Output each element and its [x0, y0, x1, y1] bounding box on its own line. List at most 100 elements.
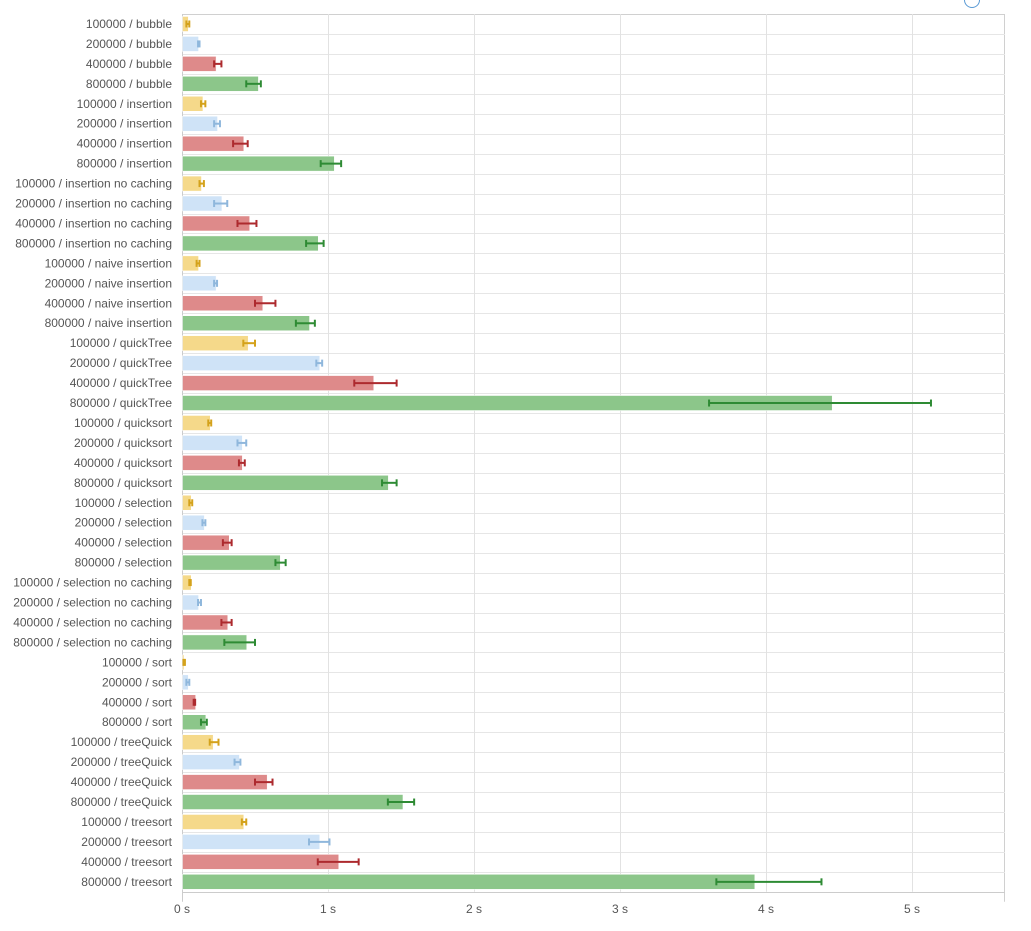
error-bar	[305, 239, 325, 247]
category-label: 400000 / selection no caching	[13, 615, 172, 629]
bar	[182, 874, 756, 890]
error-bar	[294, 319, 316, 327]
x-tick-label: 5 s	[904, 902, 920, 916]
bar	[182, 834, 320, 850]
error-bar	[274, 559, 287, 567]
category-label: 200000 / quicksort	[74, 436, 173, 450]
bar	[182, 36, 199, 52]
category-label: 800000 / quicksort	[74, 476, 173, 490]
category-label: 400000 / quicksort	[74, 456, 173, 470]
category-label: 800000 / treeQuick	[71, 795, 173, 809]
bar	[182, 335, 249, 351]
error-bar	[254, 299, 277, 307]
category-label: 800000 / sort	[102, 715, 173, 729]
error-bar	[199, 100, 207, 108]
bar	[182, 794, 404, 810]
category-label: 400000 / quickTree	[70, 376, 173, 390]
bar	[182, 554, 281, 571]
category-label: 100000 / insertion no caching	[15, 177, 172, 191]
error-bar	[236, 439, 248, 447]
category-label: 400000 / insertion no caching	[15, 216, 172, 230]
bar	[182, 275, 217, 292]
category-label: 400000 / bubble	[86, 57, 172, 71]
category-label: 100000 / treeQuick	[71, 735, 173, 749]
error-bar	[197, 40, 201, 48]
category-label: 200000 / insertion	[77, 117, 172, 131]
error-bar	[185, 20, 191, 28]
bar	[182, 96, 204, 112]
error-bar	[188, 499, 194, 507]
error-bar	[242, 339, 256, 347]
bar	[182, 155, 335, 172]
error-bar	[386, 798, 416, 806]
error-bar	[223, 638, 256, 646]
bar	[182, 235, 319, 252]
error-bar	[232, 140, 249, 148]
category-label: 800000 / insertion no caching	[15, 236, 172, 250]
error-bar	[198, 180, 205, 188]
error-bar	[221, 539, 233, 547]
category-label: 800000 / selection	[75, 556, 172, 570]
bar	[182, 375, 375, 391]
error-bar	[315, 359, 324, 367]
bar	[182, 754, 240, 770]
error-bar	[213, 200, 229, 208]
error-bar	[237, 459, 246, 467]
bar	[182, 295, 264, 312]
bar	[182, 734, 214, 750]
category-label: 200000 / quickTree	[70, 356, 173, 370]
error-bar	[316, 858, 360, 866]
error-bar	[188, 579, 192, 587]
error-bar	[213, 120, 221, 128]
category-label: 100000 / naive insertion	[45, 256, 172, 270]
error-bar	[715, 878, 823, 886]
error-bar	[201, 519, 207, 527]
category-label: 400000 / naive insertion	[45, 296, 172, 310]
error-bar	[185, 678, 191, 686]
category-label: 100000 / selection no caching	[13, 576, 172, 590]
error-bar	[245, 80, 262, 88]
bar	[182, 435, 243, 451]
error-bar	[708, 399, 932, 407]
bar	[182, 56, 217, 72]
category-label: 800000 / bubble	[86, 77, 172, 91]
category-label: 100000 / treesort	[81, 815, 172, 829]
bar	[182, 415, 211, 431]
x-tick-label: 3 s	[612, 902, 628, 916]
category-label: 100000 / selection	[75, 496, 172, 510]
x-tick-label: 0 s	[174, 902, 190, 916]
error-bar	[199, 718, 208, 726]
bar	[182, 814, 245, 830]
error-bar	[195, 259, 201, 267]
error-bar	[207, 419, 213, 427]
category-label: 800000 / treesort	[81, 875, 172, 889]
error-bar	[192, 698, 197, 706]
x-tick-label: 1 s	[320, 902, 336, 916]
error-bar	[381, 479, 398, 487]
category-label: 200000 / bubble	[86, 37, 172, 51]
category-label: 800000 / naive insertion	[45, 316, 172, 330]
category-label: 100000 / quickTree	[70, 336, 173, 350]
category-label: 200000 / sort	[102, 675, 173, 689]
category-label: 100000 / bubble	[86, 17, 172, 31]
bar	[182, 115, 218, 132]
category-label: 100000 / sort	[102, 655, 173, 669]
error-bar	[236, 219, 258, 227]
error-bar	[319, 160, 343, 168]
category-label: 200000 / selection	[75, 516, 172, 530]
category-label: 400000 / treeQuick	[71, 775, 173, 789]
bar	[182, 514, 205, 531]
bar	[182, 455, 243, 471]
category-label: 400000 / sort	[102, 695, 173, 709]
error-bar	[213, 60, 223, 68]
bar	[182, 594, 199, 611]
error-bar	[254, 778, 274, 786]
bar	[182, 854, 339, 870]
error-bar	[182, 658, 186, 666]
error-bar	[233, 758, 242, 766]
category-label: 100000 / insertion	[77, 97, 172, 111]
category-label: 200000 / naive insertion	[45, 276, 172, 290]
bar	[182, 355, 320, 371]
category-label: 100000 / quicksort	[74, 416, 173, 430]
